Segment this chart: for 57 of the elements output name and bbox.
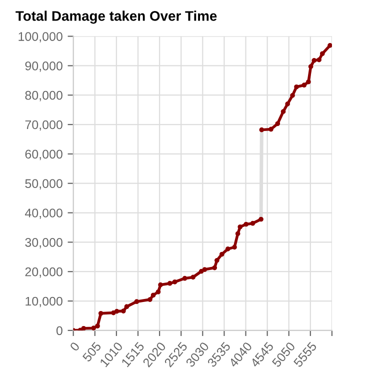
y-tick-label: 10,000 [26, 296, 62, 308]
point [198, 268, 204, 274]
y-tick-label: 30,000 [25, 238, 62, 248]
y-tick-label: 100,000 [18, 32, 62, 42]
point [225, 246, 230, 252]
x-tick-label: 0 [69, 341, 80, 352]
point [294, 84, 299, 90]
point [306, 79, 311, 84]
point [158, 282, 163, 288]
point [114, 308, 120, 314]
point [258, 216, 264, 222]
y-tick-label: 80,000 [25, 90, 62, 102]
point [316, 57, 322, 62]
point [202, 267, 208, 272]
point [91, 326, 96, 330]
y-tick-label: 20,000 [25, 267, 62, 278]
point [148, 297, 152, 302]
point [285, 102, 290, 106]
point [150, 292, 156, 298]
point [167, 280, 172, 286]
point [182, 276, 188, 281]
point [328, 42, 332, 48]
point [156, 289, 161, 294]
point [111, 310, 116, 316]
point [219, 252, 224, 257]
point [259, 127, 264, 132]
point [120, 308, 126, 314]
point [280, 109, 286, 114]
point [320, 51, 325, 56]
point [212, 265, 218, 270]
y-tick-label: 60,000 [25, 150, 62, 160]
point [214, 258, 220, 263]
point [232, 244, 237, 250]
point [275, 121, 280, 126]
point [312, 58, 317, 63]
x-tick-label: 505 [82, 341, 102, 362]
point [290, 92, 295, 98]
point [244, 222, 249, 227]
point [124, 304, 130, 310]
point [81, 326, 86, 330]
chart-title: Total Damage taken Over Time [16, 10, 217, 24]
y-tick-label: 50,000 [25, 179, 62, 190]
y-tick-label: 90,000 [25, 62, 62, 72]
point [308, 64, 314, 70]
point [98, 310, 104, 316]
point [238, 224, 243, 230]
point [95, 324, 100, 328]
point [235, 231, 240, 236]
point [134, 299, 140, 304]
point [190, 274, 196, 280]
point [302, 82, 307, 88]
y-tick-label: 70,000 [25, 120, 62, 131]
point [268, 126, 274, 132]
point [250, 220, 256, 226]
point [172, 279, 178, 284]
y-tick-label: 40,000 [24, 208, 62, 219]
y-tick-label: 0 [56, 326, 62, 336]
